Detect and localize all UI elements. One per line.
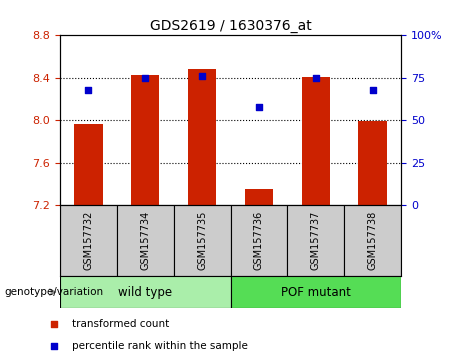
Bar — [188, 69, 216, 205]
Bar — [60, 205, 117, 276]
Text: wild type: wild type — [118, 286, 172, 298]
Point — [255, 104, 263, 110]
Bar — [174, 205, 230, 276]
Bar — [131, 75, 160, 205]
Bar — [358, 121, 387, 205]
Point — [142, 75, 149, 81]
Point — [369, 87, 376, 93]
Text: transformed count: transformed count — [72, 319, 169, 329]
Bar — [230, 205, 287, 276]
Text: percentile rank within the sample: percentile rank within the sample — [72, 341, 248, 351]
Text: genotype/variation: genotype/variation — [5, 287, 104, 297]
Bar — [117, 205, 174, 276]
Point — [51, 321, 58, 327]
Point — [85, 87, 92, 93]
Bar — [74, 124, 102, 205]
Text: GSM157735: GSM157735 — [197, 211, 207, 270]
Text: GSM157732: GSM157732 — [83, 211, 94, 270]
Text: GSM157734: GSM157734 — [140, 211, 150, 270]
Text: GSM157736: GSM157736 — [254, 211, 264, 270]
Point — [198, 73, 206, 79]
Bar — [344, 205, 401, 276]
Bar — [245, 189, 273, 205]
Text: GSM157737: GSM157737 — [311, 211, 321, 270]
Bar — [287, 205, 344, 276]
Point — [312, 75, 319, 81]
Point — [51, 343, 58, 349]
Bar — [301, 77, 330, 205]
Text: POF mutant: POF mutant — [281, 286, 351, 298]
Bar — [60, 276, 230, 308]
Text: GSM157738: GSM157738 — [367, 211, 378, 270]
Bar — [230, 276, 401, 308]
Title: GDS2619 / 1630376_at: GDS2619 / 1630376_at — [150, 19, 311, 33]
